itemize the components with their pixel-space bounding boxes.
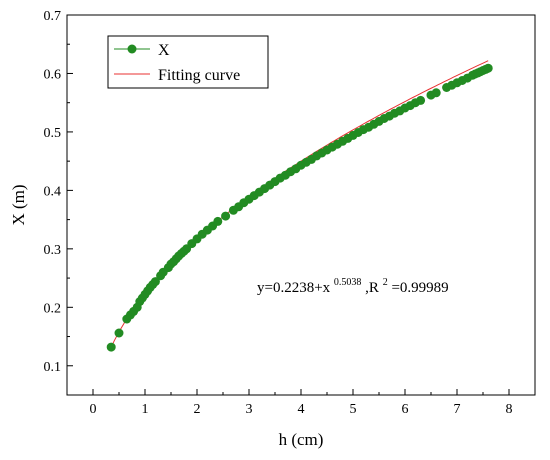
y-tick-label: 0.6 bbox=[44, 67, 62, 82]
eq-tail: =0.99989 bbox=[391, 280, 448, 296]
data-point bbox=[150, 277, 160, 287]
x-tick-label: 1 bbox=[142, 402, 149, 417]
x-tick-label: 2 bbox=[194, 402, 201, 417]
fit-equation: y=0.2238+x 0.5038 ,R 2 =0.99989 bbox=[257, 273, 449, 296]
x-tick-label: 5 bbox=[350, 402, 357, 417]
x-axis-title: h (cm) bbox=[279, 430, 324, 449]
x-tick-label: 6 bbox=[402, 402, 409, 417]
axis-ticks: 0 1 2 3 4 5 6 7 8 0.1 0.2 0.3 0.4 0.5 0.6 0.7 bbox=[44, 9, 513, 417]
eq-mid: ,R bbox=[365, 280, 379, 296]
legend-x-marker bbox=[127, 44, 137, 54]
legend-fit-label: Fitting curve bbox=[158, 67, 240, 84]
x-tick-label: 4 bbox=[298, 402, 305, 417]
y-tick-label: 0.4 bbox=[44, 184, 62, 199]
y-tick-label: 0.5 bbox=[44, 126, 62, 141]
legend-x-label: X bbox=[158, 42, 170, 59]
eq-exponent: 0.5038 bbox=[334, 277, 362, 288]
eq-base: y=0.2238+x bbox=[257, 280, 331, 296]
x-tick-label: 0 bbox=[90, 402, 97, 417]
y-tick-label: 0.1 bbox=[44, 360, 62, 375]
y-tick-label: 0.7 bbox=[44, 9, 62, 24]
data-point bbox=[106, 342, 116, 352]
y-tick-label: 0.2 bbox=[44, 301, 62, 316]
x-tick-label: 3 bbox=[246, 402, 253, 417]
data-point bbox=[416, 95, 426, 105]
data-point bbox=[114, 328, 124, 338]
eq-r2-exponent: 2 bbox=[383, 277, 388, 288]
legend-box bbox=[107, 35, 269, 89]
data-point bbox=[221, 211, 231, 221]
data-points bbox=[106, 63, 493, 352]
data-point bbox=[483, 63, 493, 73]
data-point bbox=[213, 216, 223, 226]
x-tick-label: 8 bbox=[506, 402, 513, 417]
y-axis-title: X (m) bbox=[9, 184, 28, 225]
legend: X Fitting curve bbox=[107, 35, 269, 89]
x-tick-label: 7 bbox=[454, 402, 461, 417]
fitting-curve-line bbox=[110, 60, 489, 348]
data-point bbox=[431, 88, 441, 98]
y-tick-label: 0.3 bbox=[44, 243, 62, 258]
